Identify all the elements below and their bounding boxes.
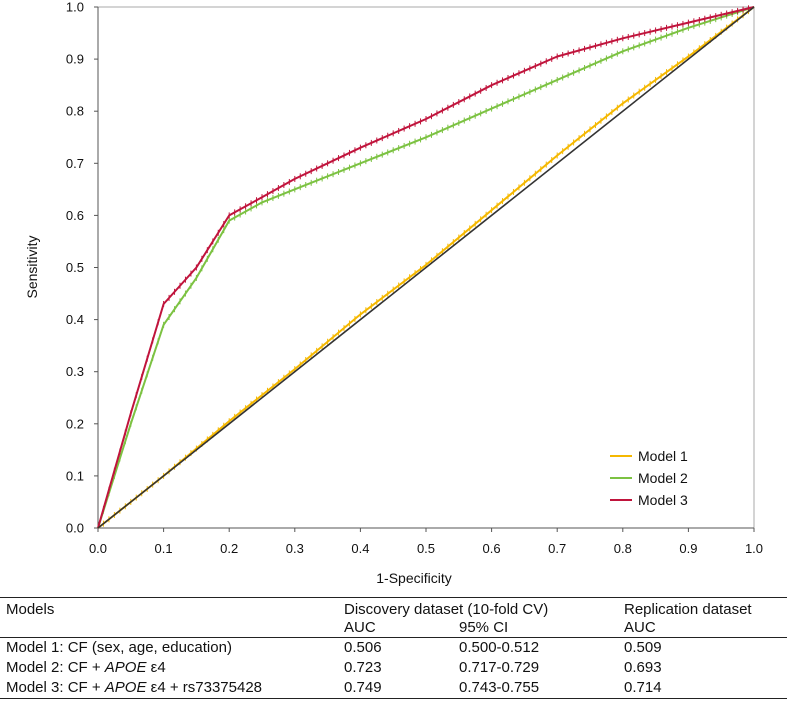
legend-label: Model 2 — [638, 470, 688, 486]
y-tick-label: 0.5 — [66, 260, 84, 275]
results-table-container: Models Discovery dataset (10-fold CV) Re… — [0, 597, 787, 699]
row-auc: 0.506 — [344, 639, 382, 656]
header-replication: Replication dataset — [624, 597, 787, 619]
legend-label: Model 1 — [638, 448, 688, 464]
reference-diagonal — [97, 6, 755, 529]
results-table: Models Discovery dataset (10-fold CV) Re… — [0, 597, 787, 699]
y-tick-label: 0.4 — [66, 312, 84, 327]
row-model-label: Model 2: CF + APOE ε4 — [0, 658, 344, 678]
x-tick-label: 0.2 — [220, 541, 238, 556]
row-ci: 0.500-0.512 — [459, 639, 540, 656]
x-tick-label: 0.6 — [483, 541, 501, 556]
x-tick-label: 0.0 — [89, 541, 107, 556]
model-label-suffix: ε4 — [146, 659, 166, 676]
table-subheader-row: AUC 95% CI AUC — [0, 619, 787, 638]
row-replication-auc: 0.714 — [624, 678, 787, 699]
model-label-gene: APOE — [104, 659, 147, 676]
series-model-3 — [97, 5, 755, 529]
model-label-suffix: ε4 + rs73375428 — [146, 679, 263, 696]
series-model-2 — [97, 5, 755, 529]
x-tick-label: 0.8 — [614, 541, 632, 556]
table-header-row: Models Discovery dataset (10-fold CV) Re… — [0, 597, 787, 619]
x-axis-title: 1-Specificity — [376, 570, 451, 586]
header-models: Models — [0, 597, 344, 619]
model-label-prefix: Model 1: CF (sex, age, education) — [6, 639, 232, 656]
reference-line-group — [97, 6, 755, 529]
model-label-prefix: Model 3: CF + — [6, 679, 105, 696]
table-row: Model 1: CF (sex, age, education) 0.506 … — [0, 638, 787, 659]
x-tick-label: 0.5 — [417, 541, 435, 556]
y-tick-label: 1.0 — [66, 0, 84, 15]
x-tick-label: 1.0 — [745, 541, 763, 556]
model-label-prefix: Model 2: CF + — [6, 659, 105, 676]
x-tick-group: 0.0 0.1 0.2 0.3 0.4 0.5 0.6 0.7 0.8 0.9 1.0 — [89, 528, 763, 556]
row-ci: 0.743-0.755 — [459, 678, 624, 699]
row-model-label: Model 3: CF + APOE ε4 + rs73375428 — [0, 678, 344, 699]
table-row: Model 2: CF + APOE ε4 0.723 0.717-0.729 … — [0, 658, 787, 678]
header-discovery: Discovery dataset (10-fold CV) — [344, 597, 624, 619]
y-axis-title: Sensitivity — [24, 235, 40, 298]
subheader-ci: 95% CI — [459, 619, 624, 638]
y-tick-label: 0.3 — [66, 364, 84, 379]
y-tick-label: 0.8 — [66, 104, 84, 119]
y-tick-label: 0.9 — [66, 52, 84, 67]
row-auc: 0.723 — [344, 659, 382, 676]
y-tick-group: 0.0 0.1 0.2 0.3 0.4 0.5 0.6 0.7 0.8 0.9 1.0 — [66, 0, 98, 536]
y-tick-label: 0.2 — [66, 416, 84, 431]
row-replication-auc: 0.509 — [624, 639, 662, 656]
x-tick-label: 0.4 — [351, 541, 369, 556]
y-tick-label: 0.7 — [66, 156, 84, 171]
legend: Model 1 Model 2 Model 3 — [610, 448, 688, 508]
x-tick-label: 0.1 — [155, 541, 173, 556]
x-tick-label: 0.3 — [286, 541, 304, 556]
row-model-label: Model 1: CF (sex, age, education) — [0, 638, 344, 659]
row-replication-auc: 0.693 — [624, 659, 662, 676]
subheader-auc-replication: AUC — [624, 619, 787, 638]
y-tick-label: 0.6 — [66, 208, 84, 223]
subheader-empty — [0, 619, 344, 638]
roc-chart: 0.0 0.1 0.2 0.3 0.4 0.5 0.6 0.7 0.8 0.9 1.0 0.0 0.1… — [24, 0, 763, 586]
x-tick-label: 0.9 — [679, 541, 697, 556]
table-row: Model 3: CF + APOE ε4 + rs73375428 0.749… — [0, 678, 787, 699]
y-tick-label: 0.0 — [66, 521, 84, 536]
subheader-auc: AUC — [344, 619, 459, 638]
row-auc: 0.749 — [344, 678, 459, 699]
y-tick-label: 0.1 — [66, 468, 84, 483]
x-tick-label: 0.7 — [548, 541, 566, 556]
series-model-1 — [97, 6, 755, 529]
model-label-gene: APOE — [104, 679, 147, 696]
legend-label: Model 3 — [638, 492, 688, 508]
series-group — [97, 5, 755, 529]
row-ci: 0.717-0.729 — [459, 659, 540, 676]
